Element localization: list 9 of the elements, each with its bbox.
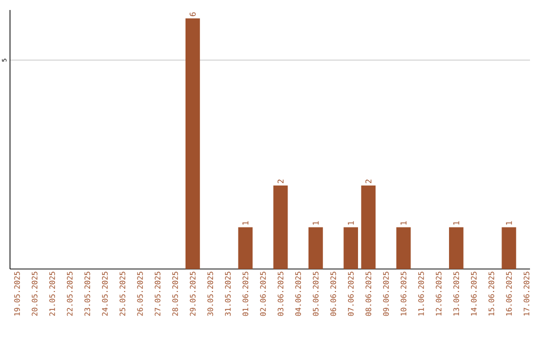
data-label: 2	[365, 180, 372, 184]
data-label: 1	[348, 221, 354, 225]
data-label: 2	[278, 180, 284, 184]
data-label: 1	[242, 221, 248, 225]
data-label: 1	[312, 221, 319, 225]
data-label: 1	[453, 221, 460, 225]
data-label: 1	[506, 221, 512, 225]
data-label: 1	[400, 221, 406, 225]
data-label: 6	[190, 12, 196, 16]
